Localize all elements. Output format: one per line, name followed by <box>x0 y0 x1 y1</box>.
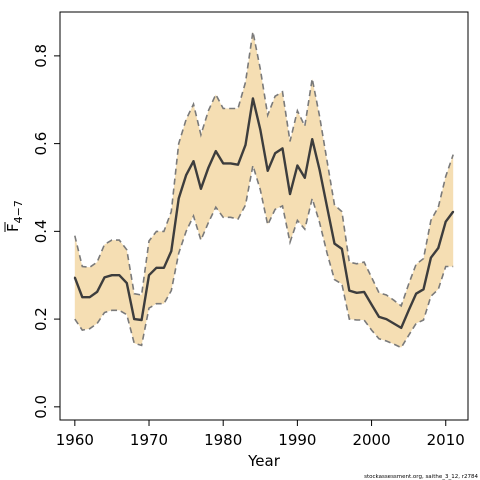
data-point <box>111 274 113 277</box>
x-tick-label: 1960 <box>56 431 94 449</box>
x-axis-label: Year <box>247 452 281 470</box>
data-point <box>422 288 425 291</box>
data-point <box>430 256 432 259</box>
x-tick-label: 1990 <box>278 431 316 449</box>
data-point <box>148 274 150 277</box>
y-axis: 0.0 0.2 0.4 0.6 0.8 <box>32 44 60 419</box>
x-tick-label: 1970 <box>130 431 168 449</box>
data-point <box>125 282 128 284</box>
data-point <box>341 248 343 250</box>
data-point <box>444 220 447 223</box>
data-point <box>140 319 143 321</box>
data-point <box>400 327 403 329</box>
estimate-points <box>73 97 455 329</box>
x-axis: 1960 1970 1980 1990 2000 2010 <box>56 420 465 449</box>
data-point <box>274 152 276 155</box>
data-point <box>333 242 336 245</box>
data-point <box>229 162 232 165</box>
data-point <box>452 210 455 213</box>
data-point <box>370 303 373 306</box>
footnote: stockassessment.org, saithe_3_12, r2784 <box>364 474 478 480</box>
data-point <box>385 318 388 320</box>
x-tick-label: 2010 <box>427 431 465 449</box>
data-point <box>73 276 76 279</box>
y-tick-label: 0.2 <box>32 307 50 331</box>
data-point <box>326 206 328 209</box>
data-point <box>118 274 121 277</box>
data-point <box>296 164 299 167</box>
y-tick-label: 0.6 <box>32 132 50 156</box>
y-axis-label-subscript: 4−7 <box>12 200 25 223</box>
data-point <box>244 144 247 146</box>
y-tick-label: 0.4 <box>32 219 50 243</box>
data-point <box>266 169 269 172</box>
y-axis-label-main: F <box>4 223 22 232</box>
data-point <box>96 291 98 293</box>
data-point <box>407 309 410 312</box>
confidence-band-lower-edge <box>74 165 454 349</box>
data-point <box>437 247 440 249</box>
data-point <box>311 138 314 141</box>
data-point <box>155 266 158 269</box>
data-point <box>163 266 165 269</box>
data-point <box>392 322 395 325</box>
data-point <box>318 169 321 171</box>
data-point <box>177 197 180 200</box>
data-point <box>185 174 188 177</box>
data-point <box>259 128 262 131</box>
data-point <box>281 147 284 150</box>
data-point <box>378 316 380 318</box>
data-point <box>289 193 291 196</box>
data-point <box>348 289 351 292</box>
data-point <box>192 160 195 163</box>
data-point <box>207 166 210 169</box>
x-tick-label: 1980 <box>204 431 242 449</box>
x-tick-label: 2000 <box>352 431 390 449</box>
data-point <box>170 250 173 253</box>
data-point <box>133 318 136 320</box>
y-axis-label: F4−7 <box>4 200 25 232</box>
data-point <box>214 150 217 153</box>
estimate-line <box>73 97 455 330</box>
plot-frame <box>59 11 469 421</box>
y-tick-label: 0.8 <box>32 44 50 68</box>
data-point <box>81 296 84 299</box>
data-point <box>363 291 365 293</box>
data-point <box>88 296 91 299</box>
data-point <box>200 187 202 190</box>
data-point <box>415 292 417 295</box>
data-point <box>252 97 254 100</box>
svg-text:F4−7: F4−7 <box>4 200 25 232</box>
data-point <box>237 163 239 166</box>
data-point <box>303 176 306 179</box>
y-tick-label: 0.0 <box>32 395 50 419</box>
data-point <box>355 291 358 294</box>
data-point <box>103 276 106 279</box>
data-point <box>222 162 225 165</box>
confidence-band-upper-edge <box>74 31 454 308</box>
confidence-band <box>74 31 454 348</box>
